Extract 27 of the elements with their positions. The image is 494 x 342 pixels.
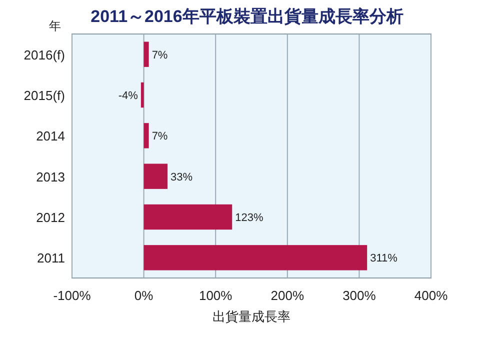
data-label: 7% (152, 130, 168, 143)
chart-title: 2011～2016年平板裝置出貨量成長率分析 (90, 7, 404, 26)
y-tick-label: 2012 (36, 210, 65, 225)
y-tick-label: 2011 (37, 250, 65, 266)
bar (140, 82, 144, 108)
x-tick-label: -100% (53, 288, 92, 303)
y-tick-label: 2015(f) (24, 88, 65, 103)
data-label: 7% (152, 49, 168, 62)
x-tick-label: 400% (414, 288, 448, 303)
y-axis-title: 年 (49, 19, 61, 33)
x-tick-label: 300% (342, 288, 376, 303)
y-tick-label: 2016(f) (24, 47, 65, 62)
y-tick-label: 2014 (36, 128, 65, 144)
bar (144, 42, 149, 67)
x-axis-title: 出貨量成長率 (212, 309, 290, 324)
bar (144, 164, 168, 189)
data-label: 33% (170, 171, 193, 184)
x-tick-label: 100% (198, 288, 233, 303)
data-label: -4% (118, 90, 138, 102)
data-label: 123% (235, 212, 264, 224)
bar (144, 245, 368, 270)
x-tick-label: 0% (134, 288, 154, 303)
x-tick-label: 200% (270, 288, 304, 303)
y-tick-label: 2013 (36, 169, 65, 184)
data-label: 311% (370, 252, 398, 265)
bar (144, 204, 232, 230)
bar (144, 123, 149, 148)
